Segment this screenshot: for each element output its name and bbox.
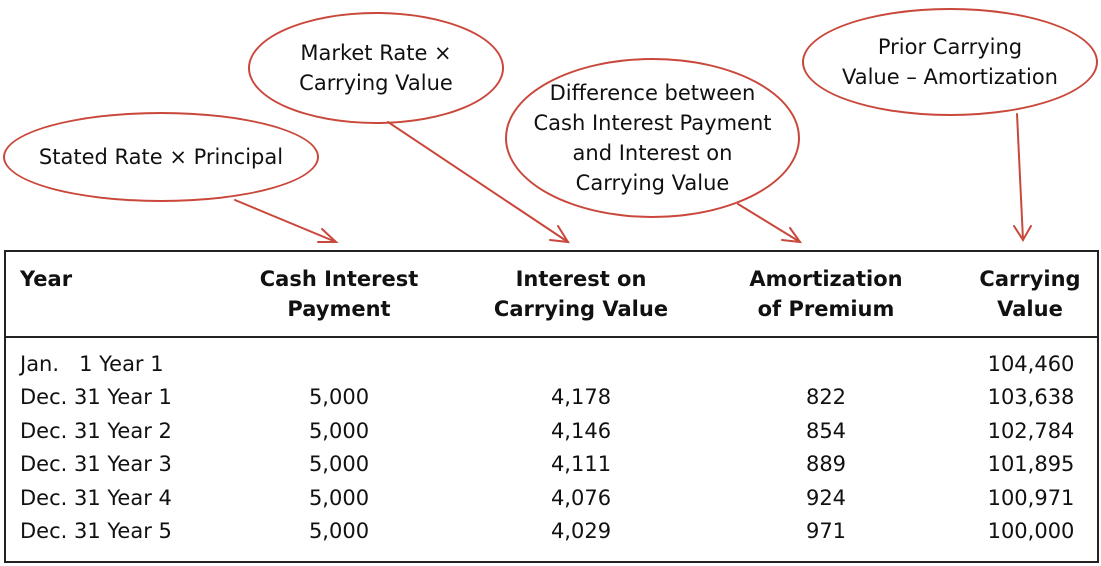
cell-carrying-value: 101,895 — [987, 452, 1075, 477]
callout-stated-rate: Stated Rate × Principal — [3, 112, 319, 202]
cell-year: Jan. 1 Year 1 — [20, 352, 164, 376]
cell-cash-interest: 5,000 — [308, 452, 370, 477]
callout-market-rate: Market Rate × Carrying Value — [248, 12, 504, 124]
cell-amortization: 854 — [805, 418, 847, 443]
callout-text: Stated Rate × Principal — [38, 145, 284, 169]
cell-year: Dec. 31 Year 5 — [20, 519, 172, 543]
callout-text: Carrying Value — [299, 71, 453, 95]
cell-interest-carrying: 4,076 — [550, 485, 612, 510]
cell-interest-carrying: 4,178 — [550, 385, 612, 410]
cell-carrying-value: 103,638 — [987, 385, 1075, 410]
callout-text: Prior Carrying — [877, 35, 1023, 59]
header-carrying-value: Carrying Value — [979, 267, 1081, 321]
cell-amortization: 822 — [805, 385, 847, 410]
table-row: Dec. 31 Year 2 5,000 4,146 854 102,784 — [6, 415, 1097, 448]
amortization-table: Year Cash Interest Payment Interest on Car… — [4, 250, 1099, 563]
arrowhead — [549, 225, 570, 244]
cell-cash-interest: 5,000 — [308, 418, 370, 443]
table-row: Jan. 1 Year 1 104,460 — [6, 348, 1097, 381]
header-cash-interest: Cash Interest Payment — [259, 267, 419, 321]
cell-year: Dec. 31 Year 1 — [20, 385, 172, 410]
cell-cash-interest: 5,000 — [308, 519, 370, 543]
header-divider — [6, 336, 1097, 338]
callout-text: Carrying Value — [575, 171, 730, 195]
cell-carrying-value: 104,460 — [987, 352, 1075, 376]
table-row: Dec. 31 Year 1 5,000 4,178 822 103,638 — [6, 381, 1097, 414]
arrowhead — [317, 228, 339, 243]
cell-amortization: 889 — [805, 452, 847, 477]
table-row: Dec. 31 Year 4 5,000 4,076 924 100,971 — [6, 482, 1097, 515]
cell-amortization: 924 — [805, 485, 847, 510]
callout-text: Market Rate × — [300, 41, 452, 65]
cell-carrying-value: 100,000 — [987, 519, 1075, 543]
table-row: Dec. 31 Year 3 5,000 4,111 889 101,895 — [6, 448, 1097, 481]
arrow-to-amortization — [737, 203, 801, 243]
arrow-to-carrying-value — [1016, 113, 1024, 241]
table-row: Dec. 31 Year 5 5,000 4,029 971 100,000 — [6, 515, 1097, 548]
callout-prior-carrying: Prior Carrying Value – Amortization — [802, 8, 1098, 116]
header-amortization: Amortization of Premium — [749, 267, 903, 321]
header-year: Year — [20, 267, 73, 291]
cell-year: Dec. 31 Year 4 — [20, 485, 172, 510]
cell-cash-interest: 5,000 — [308, 485, 370, 510]
cell-cash-interest: 5,000 — [308, 385, 370, 410]
callout-text: Value – Amortization — [841, 65, 1058, 89]
cell-amortization: 971 — [805, 519, 847, 543]
cell-year: Dec. 31 Year 2 — [20, 418, 172, 443]
arrowhead — [1013, 225, 1032, 242]
callout-difference: Difference between Cash Interest Payment… — [505, 58, 800, 218]
header-interest-carrying: Interest on Carrying Value — [493, 267, 669, 321]
cell-interest-carrying: 4,111 — [550, 452, 612, 477]
callout-text: Cash Interest Payment — [533, 111, 772, 135]
cell-carrying-value: 102,784 — [987, 418, 1075, 443]
cell-interest-carrying: 4,146 — [550, 418, 612, 443]
cell-year: Dec. 31 Year 3 — [20, 452, 172, 477]
callout-text: and Interest on — [572, 141, 733, 165]
arrowhead — [781, 227, 803, 244]
cell-interest-carrying: 4,029 — [550, 519, 612, 543]
arrow-to-cash-interest — [234, 199, 337, 243]
callout-text: Difference between — [549, 81, 756, 105]
cell-carrying-value: 100,971 — [987, 485, 1075, 510]
